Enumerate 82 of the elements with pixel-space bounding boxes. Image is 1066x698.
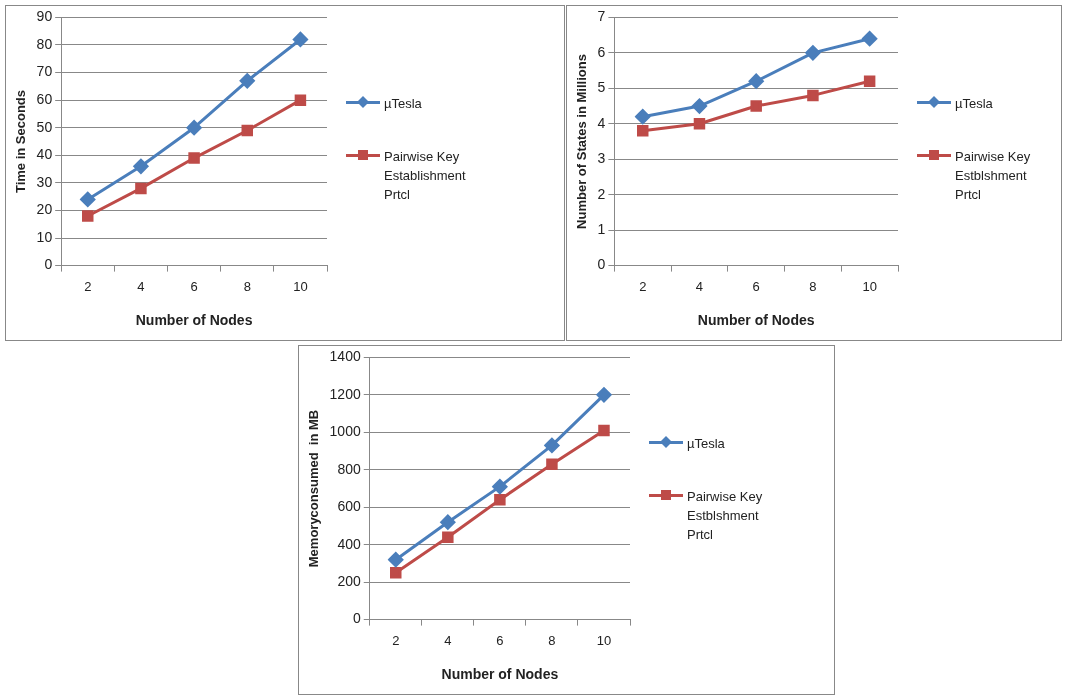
y-tick-label: 60: [36, 90, 53, 107]
point: [133, 158, 149, 174]
y-tick-label: 800: [337, 460, 361, 477]
x-tick-label: 10: [862, 278, 877, 294]
x-tick-label: 2: [392, 632, 400, 648]
point: [388, 552, 404, 568]
y-tick-label: 0: [44, 256, 53, 273]
point: [241, 124, 253, 137]
x-tick-label: 6: [190, 278, 198, 294]
point: [807, 89, 819, 102]
legend-label: Pairwise Key Establishment Prtcl: [384, 148, 467, 204]
x-axis-title: Number of Nodes: [135, 312, 253, 329]
point: [440, 514, 456, 530]
point: [862, 31, 878, 47]
y-tick-label: 90: [36, 8, 53, 25]
legend-label: µTesla: [687, 435, 726, 453]
point: [863, 75, 876, 87]
x-tick-label: 4: [444, 632, 452, 648]
y-tick-label: 1000: [329, 423, 361, 440]
y-tick-label: 80: [36, 35, 53, 52]
x-tick-label: 2: [84, 278, 92, 294]
point: [693, 118, 706, 130]
x-axis-title: Number of Nodes: [441, 666, 559, 683]
point: [805, 45, 821, 61]
y-tick-label: 40: [36, 146, 53, 163]
y-tick-label: 2: [597, 185, 606, 202]
legend-label: µTesla: [955, 95, 994, 113]
y-tick-label: 0: [352, 610, 361, 627]
y-tick-label: 6: [597, 43, 606, 60]
y-axis-title: Time in Seconds: [13, 89, 29, 194]
point: [691, 98, 707, 114]
x-tick-label: 8: [243, 278, 251, 294]
x-tick-label: 6: [752, 278, 760, 294]
legend-label: µTesla: [384, 95, 423, 113]
y-axis-title: Number of States in Millions: [574, 54, 590, 229]
point: [292, 31, 308, 47]
point: [82, 210, 94, 222]
y-tick-label: 1400: [329, 348, 361, 365]
y-tick-label: 600: [337, 498, 361, 515]
x-tick-label: 2: [639, 278, 647, 294]
y-tick-label: 200: [337, 573, 361, 589]
point: [546, 458, 558, 470]
x-tick-label: 6: [496, 632, 504, 648]
y-tick-label: 3: [597, 150, 606, 167]
y-tick-label: 50: [36, 118, 53, 135]
point: [748, 73, 764, 89]
legend-label: Pairwise Key Estblshment Prtcl: [955, 148, 1032, 204]
y-tick-label: 400: [337, 535, 361, 552]
point: [188, 152, 200, 164]
y-tick-label: 10: [36, 228, 53, 245]
y-tick-label: 5: [597, 79, 606, 96]
y-axis-title: Memoryconsumed in MB: [306, 409, 322, 568]
x-tick-label: 10: [293, 278, 308, 294]
point: [596, 387, 612, 403]
legend-label: Pairwise Key Estblshment Prtcl: [687, 488, 764, 544]
y-tick-label: 70: [36, 63, 53, 80]
y-tick-label: 0: [597, 256, 606, 273]
point: [442, 531, 454, 543]
point: [294, 94, 307, 106]
point: [239, 73, 255, 89]
x-tick-label: 4: [695, 278, 704, 294]
y-tick-label: 1200: [329, 385, 361, 402]
y-tick-label: 1: [597, 221, 606, 237]
point: [135, 182, 147, 195]
point: [494, 494, 506, 506]
x-axis-title: Number of Nodes: [697, 312, 815, 329]
y-tick-label: 7: [597, 8, 606, 25]
x-tick-label: 4: [137, 278, 145, 294]
point: [544, 437, 560, 453]
y-tick-label: 4: [597, 114, 606, 131]
y-tick-label: 30: [36, 173, 53, 190]
point: [390, 567, 402, 579]
x-tick-label: 8: [809, 278, 817, 294]
point: [492, 479, 508, 495]
point: [750, 100, 762, 112]
point: [637, 125, 649, 137]
point: [186, 120, 202, 136]
point: [635, 109, 651, 125]
y-tick-label: 20: [36, 201, 53, 218]
point: [598, 424, 610, 437]
point: [80, 191, 96, 207]
x-tick-label: 8: [548, 632, 556, 648]
